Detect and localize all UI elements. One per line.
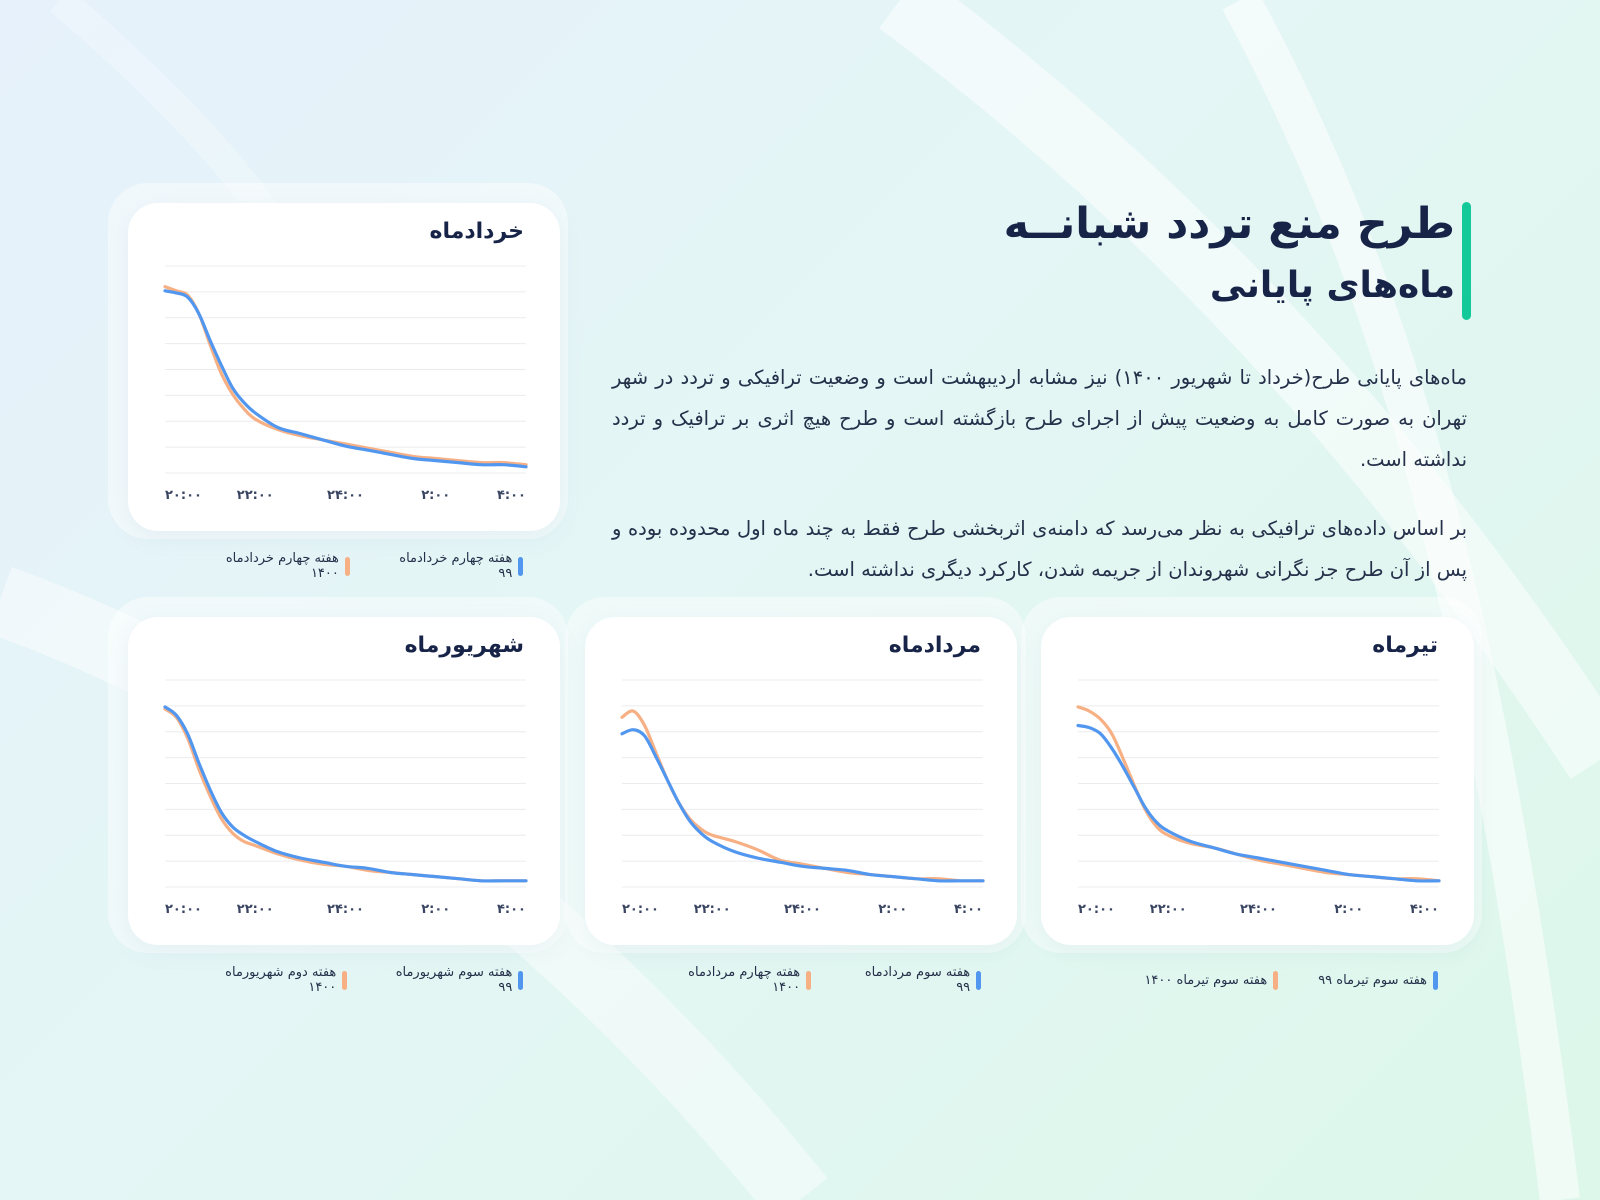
legend-item-1400: هفته سوم تیرماه ۱۴۰۰ <box>1144 970 1279 990</box>
chart-title-shahrivar: شهریورماه <box>404 633 524 658</box>
title-block: طرح منع تردد شبانــه ماه‌های پایانی <box>755 198 1471 320</box>
legend-label: هفته سوم تیرماه ۱۴۰۰ <box>1144 972 1268 988</box>
chart-title-khordad: خردادماه <box>429 219 524 244</box>
legend-label: هفته سوم مردادماه ۹۹ <box>864 965 971 995</box>
legend-item-99: هفته چهارم خردادماه ۹۹ <box>390 551 523 581</box>
legend-label: هفته سوم تیرماه ۹۹ <box>1318 972 1427 988</box>
page-title: طرح منع تردد شبانــه <box>1003 199 1455 249</box>
legend-khordad: هفته چهارم خردادماه ۹۹ هفته چهارم خردادم… <box>163 551 523 581</box>
legend-swatch-blue <box>976 970 981 990</box>
legend-label: هفته سوم شهریورماه ۹۹ <box>395 965 513 995</box>
legend-swatch-orange <box>806 970 811 990</box>
title-accent-bar <box>1462 202 1471 320</box>
legend-label: هفته چهارم خردادماه ۱۴۰۰ <box>225 551 339 581</box>
legend-item-99: هفته سوم تیرماه ۹۹ <box>1318 970 1438 990</box>
page-subtitle: ماه‌های پایانی <box>1209 265 1455 306</box>
line-chart-khordad: ۲۰:۰۰ ۲۲:۰۰ ۲۴:۰۰ ۲:۰۰ ۴:۰۰ <box>163 265 528 503</box>
chart-card-tir: تیرماه ۲۰:۰۰ ۲۲:۰۰ ۲۴:۰۰ ۲:۰۰ ۴:۰۰ <box>1041 617 1474 945</box>
x-tick-label: ۲۲:۰۰ <box>1150 902 1187 917</box>
series-line-1400 <box>163 707 528 883</box>
legend-swatch-orange <box>342 970 347 990</box>
x-tick-label: ۴:۰۰ <box>954 902 983 917</box>
x-tick-label: ۲:۰۰ <box>878 902 907 917</box>
legend-shahrivar: هفته سوم شهریورماه ۹۹ هفته دوم شهریورماه… <box>163 965 523 995</box>
x-tick-label: ۲۴:۰۰ <box>784 902 821 917</box>
legend-label: هفته چهارم مردادماه ۱۴۰۰ <box>688 965 801 995</box>
chart-title-mordad: مردادماه <box>888 633 981 658</box>
x-tick-label: ۴:۰۰ <box>1410 902 1439 917</box>
x-tick-label: ۲۰:۰۰ <box>165 488 202 503</box>
legend-swatch-blue <box>518 556 523 576</box>
chart-card-mordad: مردادماه ۲۰:۰۰ ۲۲:۰۰ ۲۴:۰۰ ۲:۰۰ ۴:۰۰ <box>585 617 1017 945</box>
legend-mordad: هفته سوم مردادماه ۹۹ هفته چهارم مردادماه… <box>621 965 981 995</box>
line-chart-shahrivar: ۲۰:۰۰ ۲۲:۰۰ ۲۴:۰۰ ۲:۰۰ ۴:۰۰ <box>163 679 528 917</box>
legend-item-1400: هفته دوم شهریورماه ۱۴۰۰ <box>203 965 347 995</box>
x-tick-label: ۲۲:۰۰ <box>237 488 274 503</box>
x-tick-label: ۴:۰۰ <box>497 902 526 917</box>
x-tick-label: ۲:۰۰ <box>1334 902 1363 917</box>
x-tick-label: ۲۴:۰۰ <box>327 902 364 917</box>
x-tick-label: ۲:۰۰ <box>421 488 450 503</box>
legend-swatch-orange <box>1273 970 1279 990</box>
legend-swatch-blue <box>518 970 523 990</box>
x-tick-label: ۲۰:۰۰ <box>622 902 659 917</box>
series-line-99 <box>620 728 985 883</box>
body-paragraph-1: ماه‌های پایانی طرح(خرداد تا شهریور ۱۴۰۰)… <box>612 366 1467 471</box>
chart-title-tir: تیرماه <box>1372 633 1438 658</box>
x-tick-label: ۲۴:۰۰ <box>327 488 364 503</box>
legend-label: هفته چهارم خردادماه ۹۹ <box>399 551 513 581</box>
x-tick-label: ۲۴:۰۰ <box>1240 902 1277 917</box>
legend-item-1400: هفته چهارم مردادماه ۱۴۰۰ <box>661 965 811 995</box>
x-tick-label: ۲۰:۰۰ <box>1078 902 1115 917</box>
x-tick-label: ۲۲:۰۰ <box>694 902 731 917</box>
legend-label: هفته دوم شهریورماه ۱۴۰۰ <box>225 965 337 995</box>
series-line-99 <box>163 289 528 469</box>
series-line-99 <box>163 705 528 883</box>
line-chart-tir: ۲۰:۰۰ ۲۲:۰۰ ۲۴:۰۰ ۲:۰۰ ۴:۰۰ <box>1076 679 1441 917</box>
body-paragraph-2: بر اساس داده‌های ترافیکی به نظر می‌رسد ک… <box>612 517 1467 581</box>
legend-tir: هفته سوم تیرماه ۹۹ هفته سوم تیرماه ۱۴۰۰ <box>1078 968 1438 992</box>
x-tick-label: ۲۰:۰۰ <box>165 902 202 917</box>
chart-card-shahrivar: شهریورماه ۲۰:۰۰ ۲۲:۰۰ ۲۴:۰۰ ۲:۰۰ ۴:۰۰ <box>128 617 560 945</box>
x-tick-label: ۴:۰۰ <box>497 488 526 503</box>
series-line-1400 <box>163 285 528 467</box>
series-line-1400 <box>1076 705 1441 883</box>
legend-item-1400: هفته چهارم خردادماه ۱۴۰۰ <box>203 551 350 581</box>
legend-swatch-orange <box>344 556 350 576</box>
legend-item-99: هفته سوم شهریورماه ۹۹ <box>387 965 523 995</box>
chart-card-khordad: خردادماه ۲۰:۰۰ ۲۲:۰۰ ۲۴:۰۰ ۲:۰۰ ۴:۰۰ <box>128 203 560 531</box>
legend-swatch-blue <box>1433 970 1438 990</box>
line-chart-mordad: ۲۰:۰۰ ۲۲:۰۰ ۲۴:۰۰ ۲:۰۰ ۴:۰۰ <box>620 679 985 917</box>
x-tick-label: ۲۲:۰۰ <box>237 902 274 917</box>
series-line-99 <box>1076 723 1441 883</box>
x-tick-label: ۲:۰۰ <box>421 902 450 917</box>
legend-item-99: هفته سوم مردادماه ۹۹ <box>851 965 981 995</box>
